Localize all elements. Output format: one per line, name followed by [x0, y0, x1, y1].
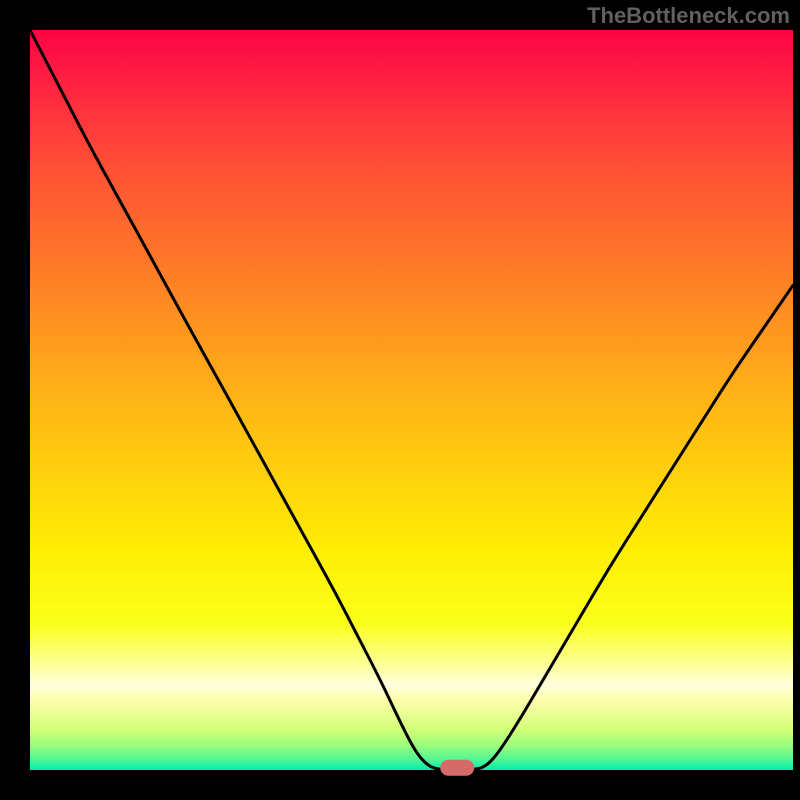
- bottleneck-chart: TheBottleneck.com: [0, 0, 800, 800]
- optimal-marker: [440, 760, 474, 776]
- chart-svg: [0, 0, 800, 800]
- watermark-text: TheBottleneck.com: [587, 3, 790, 29]
- plot-background: [30, 30, 793, 770]
